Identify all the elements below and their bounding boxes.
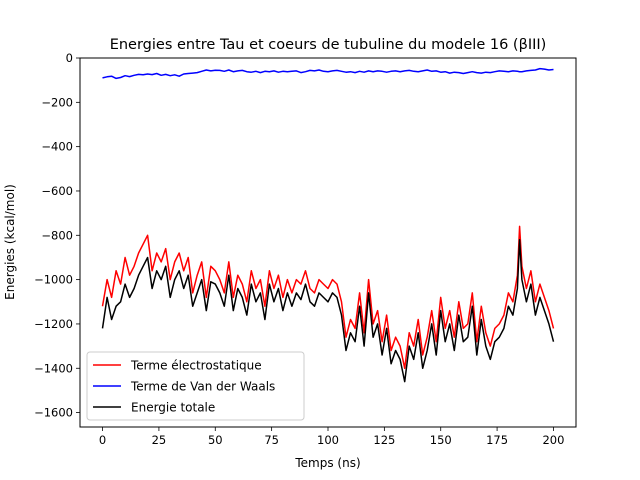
- x-axis-label: Temps (ns): [294, 456, 360, 470]
- legend-label-van-der-waals: Terme de Van der Waals: [130, 380, 275, 394]
- legend-label-electrostatique: Terme électrostatique: [130, 359, 262, 373]
- series-layer: [101, 67, 555, 383]
- legend: Terme électrostatique Terme de Van der W…: [86, 351, 305, 421]
- y-tick-label: −1600: [34, 406, 73, 420]
- x-tick-label: 25: [152, 433, 167, 447]
- x-tick-label: 125: [373, 433, 395, 447]
- x-tick-label: 50: [208, 433, 223, 447]
- legend-box: [86, 351, 305, 421]
- y-tick-label: −400: [41, 140, 73, 154]
- x-tick-label: 0: [99, 433, 106, 447]
- legend-label-energie-totale: Energie totale: [131, 401, 215, 415]
- x-axis-ticks: 0 25 50 75 100 125 150 175 200: [99, 427, 564, 447]
- y-tick-label: −1400: [34, 361, 73, 375]
- x-tick-label: 100: [317, 433, 339, 447]
- y-tick-label: −200: [41, 95, 73, 109]
- series-line-1: [102, 67, 554, 80]
- y-tick-label: −600: [41, 184, 73, 198]
- y-axis-ticks: 0 −200 −400 −600 −800 −1000 −1200 −1400 −1600: [34, 51, 80, 420]
- x-tick-label: 175: [486, 433, 508, 447]
- x-tick-label: 150: [430, 433, 452, 447]
- y-axis-label: Energies (kcal/mol): [3, 184, 17, 300]
- chart-title: Energies entre Tau et coeurs de tubuline…: [110, 37, 547, 53]
- y-tick-label: 0: [66, 51, 73, 65]
- series-line-0: [101, 225, 555, 370]
- y-tick-label: −1000: [34, 273, 73, 287]
- y-tick-label: −1200: [34, 317, 73, 331]
- y-tick-label: −800: [41, 228, 73, 242]
- x-tick-label: 200: [542, 433, 564, 447]
- x-tick-label: 75: [264, 433, 279, 447]
- series-line-2: [101, 238, 555, 383]
